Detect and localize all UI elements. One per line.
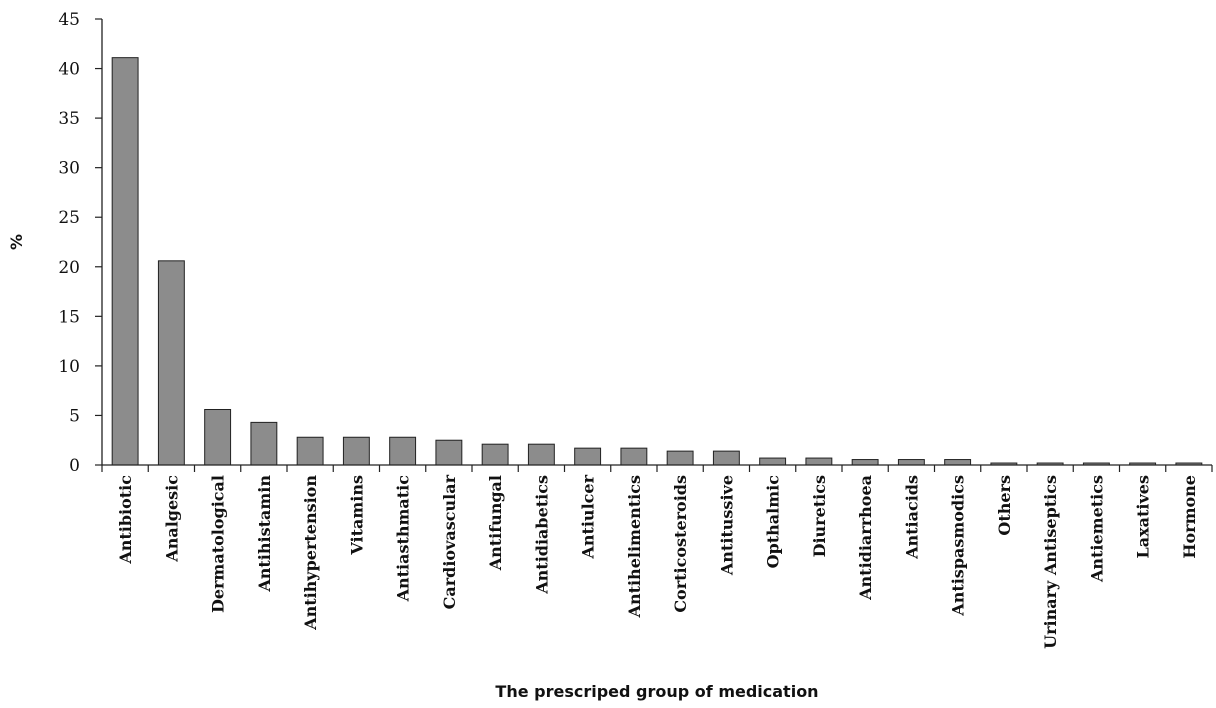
x-tick-label: Urinary Antiseptics bbox=[1041, 475, 1060, 649]
x-tick-label: Others bbox=[995, 475, 1014, 536]
x-tick-label: Antiemetics bbox=[1087, 475, 1106, 583]
x-tick-label: Antiacids bbox=[902, 475, 921, 560]
y-tick-label: 30 bbox=[58, 159, 80, 179]
x-tick-label: Antidiarrhoea bbox=[856, 475, 875, 601]
y-axis: 0 5 10 15 20 25 30 35 40 45 bbox=[58, 10, 103, 476]
x-axis-title: The prescriped group of medication bbox=[495, 682, 818, 701]
bar bbox=[111, 57, 139, 466]
y-tick-label: 25 bbox=[58, 208, 80, 228]
x-axis: Antibiotic Analgesic Dermatological Antihis… bbox=[101, 464, 1213, 649]
bar bbox=[527, 443, 555, 466]
x-tick-label: Hormone bbox=[1180, 475, 1199, 559]
y-tick-label: 15 bbox=[58, 307, 80, 327]
bar bbox=[342, 436, 370, 466]
x-tick-label: Cardiovascular bbox=[440, 474, 459, 609]
x-tick-label: Vitamins bbox=[347, 475, 366, 556]
bar bbox=[805, 457, 833, 466]
x-tick-label: Antihelimentics bbox=[625, 475, 644, 618]
x-tick-label: Antitussive bbox=[717, 475, 736, 576]
bar bbox=[620, 447, 648, 466]
x-tick-label: Corticosteroids bbox=[671, 475, 690, 613]
y-tick-label: 40 bbox=[58, 60, 80, 80]
y-tick-label: 0 bbox=[69, 456, 80, 476]
x-tick-label: Diuretics bbox=[810, 475, 829, 557]
bar bbox=[296, 436, 324, 466]
x-tick-label: Antispasmodics bbox=[949, 475, 968, 617]
bar bbox=[851, 459, 879, 466]
bar bbox=[389, 436, 417, 466]
x-tick-label: Analgesic bbox=[162, 475, 181, 563]
x-tick-label: Antihypertension bbox=[301, 475, 320, 631]
y-tick-label: 10 bbox=[58, 357, 80, 377]
x-tick-label: Antidiabetics bbox=[532, 475, 551, 595]
x-tick-label: Antihistamin bbox=[255, 475, 274, 593]
bars-group bbox=[111, 57, 1203, 466]
x-tick-label: Dermatological bbox=[209, 475, 228, 613]
bar bbox=[712, 450, 740, 466]
bar bbox=[435, 439, 463, 466]
bar bbox=[204, 408, 232, 466]
x-tick-label: Antifungal bbox=[486, 475, 505, 571]
y-axis-title: % bbox=[7, 234, 26, 250]
x-tick-label: Antibiotic bbox=[116, 475, 135, 565]
y-tick-label: 35 bbox=[58, 109, 80, 129]
x-tick-label: Opthalmic bbox=[764, 475, 783, 569]
x-tick-label: Antiulcer bbox=[579, 474, 598, 559]
x-tick-label: Laxatives bbox=[1134, 475, 1153, 558]
y-tick-label: 5 bbox=[69, 406, 80, 426]
bar bbox=[666, 450, 694, 466]
y-tick-label: 20 bbox=[58, 258, 80, 278]
bar bbox=[897, 459, 925, 466]
bar bbox=[574, 447, 602, 466]
x-tick-label: Antiasthmatic bbox=[394, 475, 413, 603]
bar bbox=[157, 260, 185, 466]
bar bbox=[759, 457, 787, 466]
bar bbox=[481, 443, 509, 466]
bar bbox=[250, 421, 278, 466]
bar bbox=[944, 459, 972, 466]
y-tick-label: 45 bbox=[58, 10, 80, 30]
